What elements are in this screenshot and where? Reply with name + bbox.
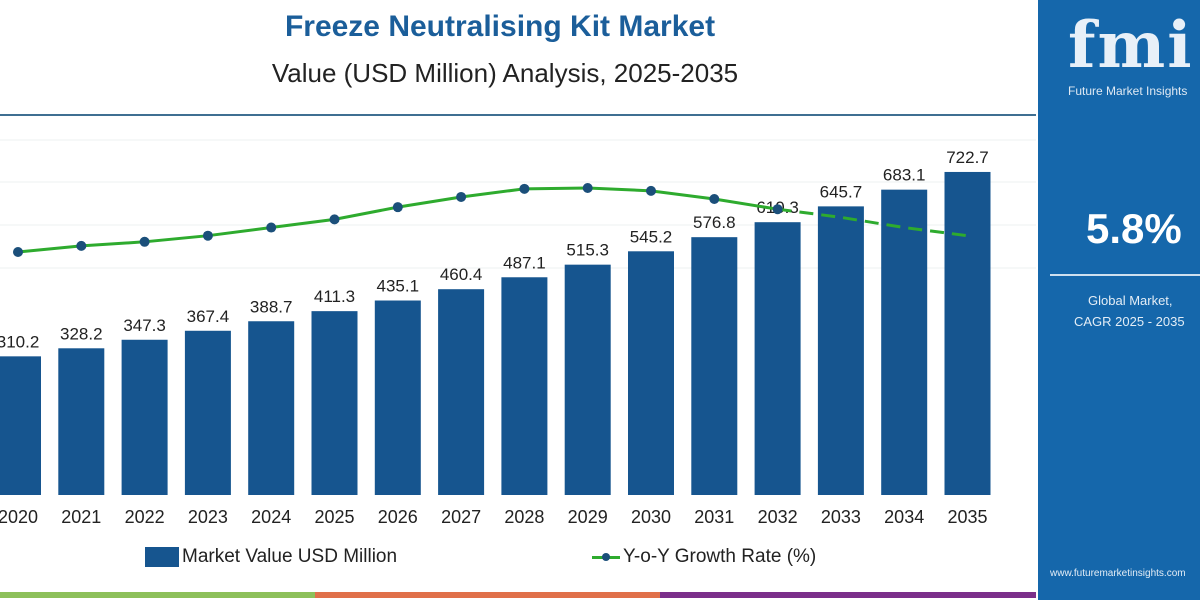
bar-2027 [438, 289, 485, 495]
legend-bar-label: Market Value USD Million [182, 546, 398, 567]
x-tick-2028: 2028 [504, 507, 544, 527]
legend-line-label: Y-o-Y Growth Rate (%) [623, 546, 817, 567]
panel-divider [1050, 274, 1200, 276]
growth-line-forecast [777, 207, 968, 238]
bar-label-2035: 722.7 [946, 148, 989, 167]
x-tick-2035: 2035 [947, 507, 987, 527]
bar-2035 [944, 171, 991, 495]
x-tick-2030: 2030 [631, 507, 671, 527]
bar-label-2020: 310.2 [0, 332, 39, 351]
bar-label-2023: 367.4 [187, 307, 230, 326]
footer-stripe-orange [315, 592, 660, 598]
bar-2028 [501, 277, 548, 495]
growth-point-2021 [76, 240, 87, 251]
growth-point-2032 [772, 204, 783, 215]
fmi-logo: fmi [1068, 8, 1194, 83]
footer-stripe-green [0, 592, 315, 598]
bar-label-2033: 645.7 [820, 182, 863, 201]
x-tick-2026: 2026 [378, 507, 418, 527]
bar-2020 [0, 356, 41, 495]
bar-2034 [881, 189, 928, 495]
bar-2030 [628, 251, 674, 495]
legend-bar: Market Value USD Million [145, 546, 397, 568]
growth-point-2030 [646, 185, 656, 196]
bar-2031 [691, 237, 738, 495]
x-tick-2020: 2020 [0, 507, 38, 527]
x-tick-2021: 2021 [61, 507, 101, 527]
bar-2029 [564, 264, 611, 495]
bar-label-2022: 347.3 [123, 316, 166, 335]
growth-point-2028 [519, 183, 530, 194]
cagr-value: 5.8% [1086, 205, 1182, 252]
growth-point-2024 [266, 222, 277, 233]
bar-2022 [121, 339, 168, 495]
bar-label-2030: 545.2 [630, 227, 673, 246]
bar-2026 [374, 300, 421, 495]
bar-label-2031: 576.8 [693, 213, 736, 232]
logo-text: Future Market Insights [1068, 84, 1188, 98]
x-tick-2024: 2024 [251, 507, 291, 527]
x-tick-2022: 2022 [125, 507, 165, 527]
footer-stripe-purple [660, 592, 1036, 598]
growth-point-2022 [139, 236, 150, 247]
chart-subtitle: Value (USD Million) Analysis, 2025-2035 [271, 58, 739, 88]
bar-2023 [184, 330, 231, 495]
legend-bar-swatch [145, 547, 179, 567]
x-tick-2033: 2033 [821, 507, 861, 527]
bar-label-2029: 515.3 [566, 241, 609, 260]
x-tick-2025: 2025 [314, 507, 354, 527]
summary-panel: fmi Future Market Insights 5.8% Global M… [1038, 0, 1200, 600]
cagr-label-line-1: Global Market, [1088, 293, 1173, 308]
growth-point-2029 [582, 183, 593, 193]
cagr-label-line-2: CAGR 2025 - 2035 [1074, 314, 1185, 329]
bar-label-2028: 487.1 [503, 253, 546, 272]
bar-2024 [248, 321, 295, 495]
chart-plot: 310.2 2020 328.2 2021 347.3 2022 367.4 2023 388.… [0, 139, 1036, 527]
bar-label-2024: 388.7 [250, 297, 293, 316]
bar-2033 [817, 206, 864, 495]
bar-2025 [311, 311, 358, 495]
x-tick-2034: 2034 [884, 507, 924, 527]
growth-point-2031 [709, 194, 720, 205]
bar-label-2027: 460.4 [440, 265, 483, 284]
growth-point-2023 [202, 230, 213, 241]
x-tick-2031: 2031 [694, 507, 734, 527]
legend-line: Y-o-Y Growth Rate (%) [592, 546, 816, 568]
x-tick-2032: 2032 [758, 507, 798, 527]
bar-label-2025: 411.3 [314, 287, 355, 306]
x-tick-2023: 2023 [188, 507, 228, 527]
x-tick-2029: 2029 [568, 507, 608, 527]
header-divider [0, 114, 1036, 116]
website-url: www.futuremarketinsights.com [1050, 568, 1186, 579]
growth-point-2026 [392, 202, 403, 213]
bar-label-2021: 328.2 [60, 324, 103, 343]
chart-title: Freeze Neutralising Kit Market [284, 10, 716, 43]
growth-point-2020 [13, 247, 23, 257]
x-tick-2027: 2027 [441, 507, 481, 527]
bar-2021 [58, 348, 105, 495]
growth-point-2025 [329, 214, 340, 225]
legend-line-swatch [592, 547, 620, 567]
growth-point-2027 [456, 191, 467, 202]
bar-2032 [754, 222, 801, 495]
bar-label-2034: 683.1 [883, 166, 926, 185]
bar-label-2026: 435.1 [377, 277, 420, 296]
